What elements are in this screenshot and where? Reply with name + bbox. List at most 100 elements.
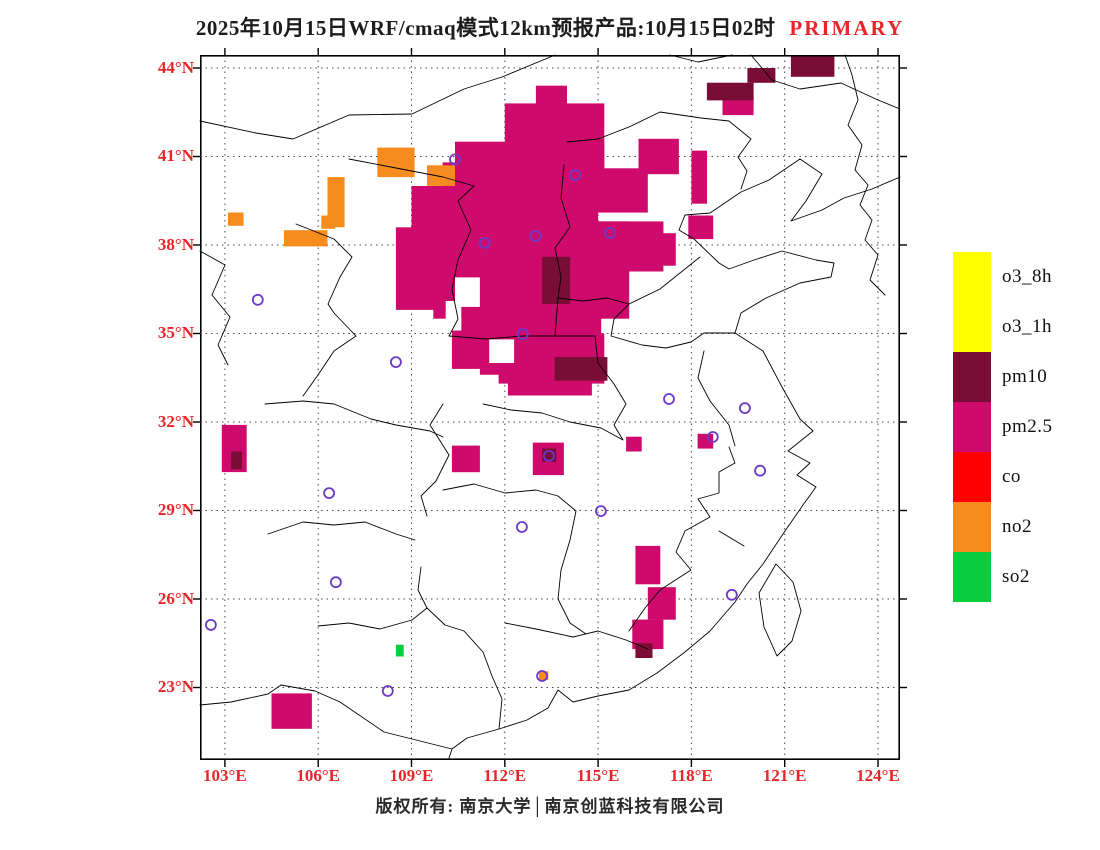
city-marker-icon [663,393,675,405]
legend-label: pm2.5 [1002,416,1053,437]
no2-cell [377,147,415,178]
city-marker-icon [725,588,738,601]
pm10-cell [706,82,754,101]
city-marker-icon [706,431,719,443]
city-marker-icon [603,226,616,239]
lon-tick-label: 124°E [856,766,900,785]
lon-tick-label: 103°E [203,766,247,785]
map-grid [200,55,900,760]
pm2.5-cell [688,215,714,240]
pm10-cell [231,451,242,470]
title-pollutant-tag: PRIMARY [789,16,905,40]
lat-tick-label: 23°N [157,677,194,697]
map-frame [200,55,901,761]
legend-label: pm10 [1002,366,1048,387]
no2-cell [321,215,336,229]
legend-label: no2 [1002,516,1032,537]
legend-entry: no2 [953,502,1053,552]
lat-tick-label: 32°N [157,411,194,431]
no2-cell [327,177,345,228]
pm10-cell [542,256,571,304]
city-marker-icon [204,619,217,631]
lon-tick-label: 106°E [296,766,340,785]
city-marker-icon [329,576,342,589]
pm10-cell [747,68,776,83]
legend-label: o3_8h [1002,266,1052,287]
city-marker-icon [542,449,555,462]
legend-entry: o3_1h [953,302,1053,352]
pm2.5-cell [595,177,633,207]
city-marker-icon [536,670,549,682]
lon-tick-label: 121°E [762,766,807,785]
lon-tick-label: 115°E [576,766,620,785]
clear-cell [489,339,515,363]
taiwan-outline [758,563,802,657]
axis-ticks [193,48,907,767]
legend-swatch [953,502,991,552]
legend-swatch [953,452,991,502]
lat-tick-label: 38°N [157,234,194,254]
figure-title: 2025年10月15日WRF/cmaq模式12km预报产品:10月15日02时 P… [0,12,1100,42]
legend-swatch [953,352,991,402]
legend-entry: o3_8h [953,252,1053,302]
legend-label: co [1002,466,1021,487]
pm2.5-cell [535,85,567,110]
city-markers [204,153,766,697]
legend-label: o3_1h [1002,316,1052,337]
map-canvas [193,48,907,767]
pm2.5-cell [442,162,599,228]
pollutant-cells [221,56,835,729]
city-marker-icon [569,169,582,181]
copyright: 版权所有: 南京大学│南京创蓝科技有限公司 [375,797,725,816]
lon-tick-label: 109°E [389,766,434,785]
lat-tick-label: 41°N [157,146,194,166]
city-marker-icon [381,685,394,697]
pm10-cell [635,643,653,658]
legend-entry: pm10 [953,352,1053,402]
pm2.5-cell [691,150,707,204]
lat-tick-label: 44°N [157,57,194,77]
so2-cell [395,644,404,657]
pm10-cell [554,357,608,381]
city-marker-icon [449,153,461,166]
clear-cell [470,374,499,402]
legend-swatch [953,252,991,302]
pm2.5-cell [635,545,661,585]
city-marker-icon [594,505,607,518]
legend-swatch [953,302,991,352]
pm2.5-cell [271,693,312,729]
lon-tick-label: 112°E [483,766,527,785]
legend-entry: pm2.5 [953,402,1053,452]
pm2.5-cell [632,233,676,266]
pm2.5-cell [626,436,642,452]
city-marker-icon [516,328,529,341]
no2-cell [427,165,455,186]
lat-tick-label: 26°N [157,588,194,608]
lon-tick-label: 118°E [670,766,713,785]
clear-cell [445,301,462,331]
city-marker-icon [739,402,751,415]
legend: o3_8h o3_1h pm10 pm2.5 co no2 so2 [953,252,1053,602]
lat-tick-label: 29°N [157,500,194,520]
city-marker-icon [515,521,528,533]
province-boundaries [199,54,901,759]
legend-swatch [953,402,991,452]
pm2.5-cell [647,587,676,620]
city-marker-icon [478,236,491,249]
legend-entry: co [953,452,1053,502]
legend-swatch [953,552,991,602]
city-marker-icon [529,230,542,243]
no2-cell [539,671,549,681]
pm2.5-cell [451,445,480,473]
city-marker-icon [323,487,336,500]
legend-label: so2 [1002,566,1030,587]
lat-tick-label: 35°N [157,323,194,343]
pm2.5-cell [697,433,714,449]
title-main: 2025年10月15日WRF/cmaq模式12km预报产品:10月15日02时 [195,16,776,40]
no2-cell [284,230,328,247]
no2-cell [228,212,244,226]
pm10-cell [790,56,835,77]
legend-entry: so2 [953,552,1053,602]
city-marker-icon [251,293,264,306]
city-marker-icon [389,356,402,369]
